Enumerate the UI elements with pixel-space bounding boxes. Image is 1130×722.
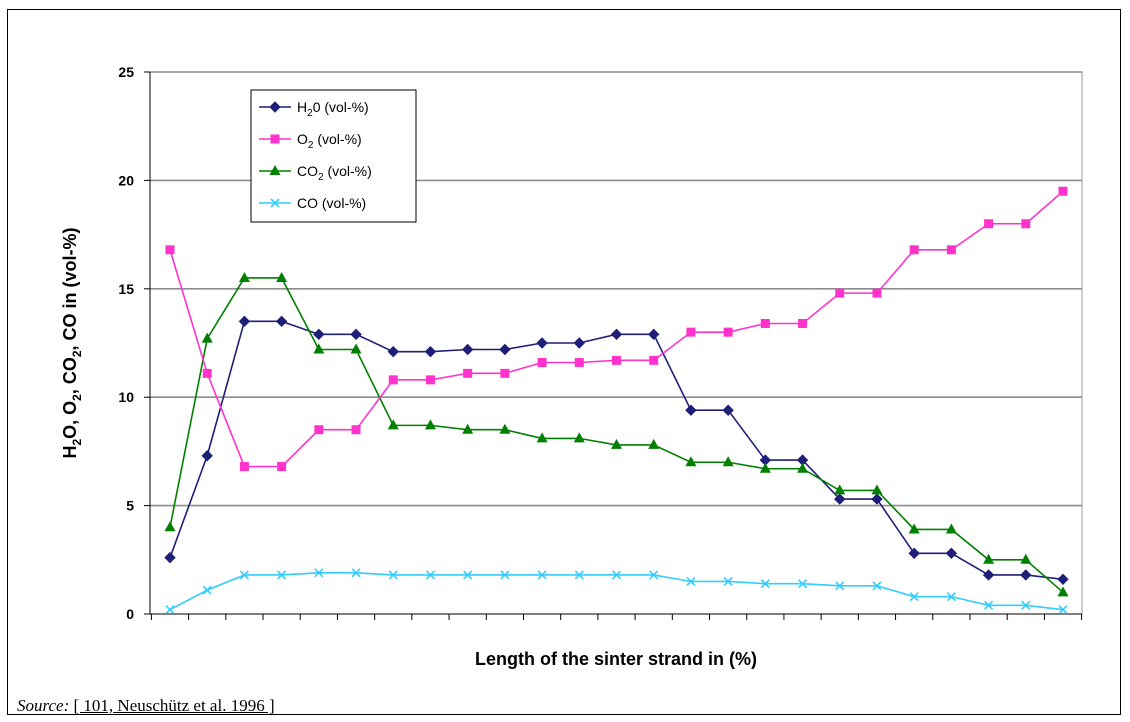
y-axis-label: H2O, O2, CO2, CO in (vol-%) [60,227,84,458]
data-point-1-15 [724,328,733,337]
data-point-1-6 [389,375,398,384]
y-tick-label: 15 [118,281,134,297]
data-point-1-4 [314,425,323,434]
legend-marker-1 [271,135,280,144]
data-point-1-23 [1021,219,1030,228]
data-point-1-19 [872,289,881,298]
data-point-1-1 [203,369,212,378]
x-axis-label: Length of the sinter strand in (%) [475,649,757,669]
data-point-1-7 [426,375,435,384]
legend-label-3: CO (vol-%) [297,195,366,211]
data-point-1-14 [686,328,695,337]
y-tick-label: 10 [118,389,134,405]
data-point-1-11 [575,358,584,367]
data-point-1-21 [947,245,956,254]
y-tick-label: 25 [118,64,134,80]
y-tick-label: 0 [126,606,134,622]
data-point-1-10 [538,358,547,367]
data-point-1-0 [166,245,175,254]
source-reference-link[interactable]: [ 101, Neuschütz et al. 1996 ] [74,696,275,715]
data-point-1-8 [463,369,472,378]
data-point-1-13 [649,356,658,365]
data-point-1-3 [277,462,286,471]
data-point-1-16 [761,319,770,328]
data-point-1-20 [910,245,919,254]
source-note: Source: [ 101, Neuschütz et al. 1996 ] [17,696,275,716]
y-tick-label: 5 [126,498,134,514]
data-point-1-22 [984,219,993,228]
y-tick-label: 20 [118,172,134,188]
data-point-1-17 [798,319,807,328]
data-point-1-24 [1059,187,1068,196]
data-point-1-18 [835,289,844,298]
source-lead: Source: [17,696,69,715]
data-point-1-2 [240,462,249,471]
data-point-1-12 [612,356,621,365]
data-point-1-9 [500,369,509,378]
data-point-1-5 [352,425,361,434]
